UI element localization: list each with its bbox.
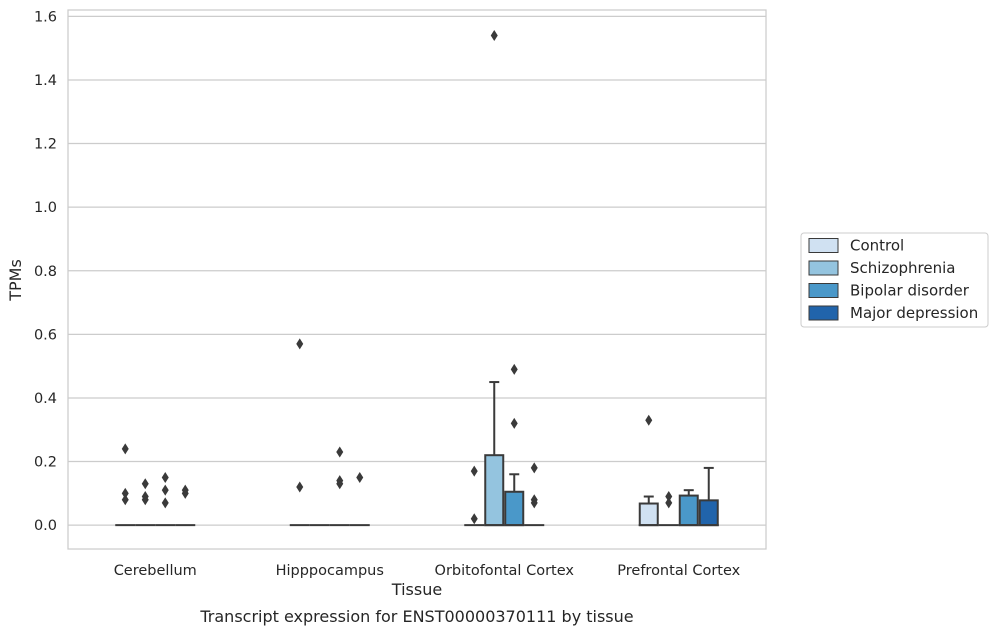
outlier-point	[336, 446, 344, 458]
box-1-2	[329, 446, 350, 527]
box-0-1	[135, 478, 156, 527]
outlier-point	[121, 487, 129, 499]
y-tick-label: 0.0	[34, 518, 57, 534]
legend-swatch	[808, 238, 839, 253]
y-tick-label: 1.6	[34, 9, 57, 25]
x-tick-label: Hipppocampus	[276, 563, 384, 579]
outlier-point	[490, 29, 498, 41]
box-3-1	[658, 491, 679, 527]
outlier-point	[645, 414, 653, 426]
box-series	[115, 29, 719, 527]
outlier-point	[510, 417, 518, 429]
x-tick-label: Cerebellum	[114, 563, 197, 579]
box-body	[638, 502, 659, 527]
outlier-point	[161, 471, 169, 483]
outlier-point	[296, 481, 304, 493]
outlier-point	[141, 478, 149, 490]
outlier-point	[665, 497, 673, 509]
outlier-point	[356, 471, 364, 483]
y-tick-label: 1.2	[34, 137, 57, 153]
x-tick-label: Orbitofontal Cortex	[435, 563, 575, 579]
outlier-point	[181, 484, 189, 496]
legend: Control Schizophrenia Bipolar disorder Majo…	[800, 232, 989, 328]
legend-swatch	[808, 260, 839, 276]
x-axis-label: Tissue	[391, 580, 442, 599]
legend-swatch	[808, 283, 839, 298]
outlier-point	[470, 465, 478, 477]
y-tick-label: 0.8	[34, 264, 57, 280]
legend-frame	[800, 232, 989, 328]
outlier-point	[530, 494, 538, 506]
y-axis-ticks: 0.0 0.2 0.4 0.6 0.8 1.0 1.2 1.4 1.6	[34, 9, 57, 534]
box-0-0	[115, 443, 136, 527]
outlier-point	[665, 491, 673, 503]
box-body	[678, 494, 699, 527]
box-2-0	[464, 465, 485, 527]
y-tick-label: 0.2	[34, 455, 57, 471]
chart-caption: Transcript expression for ENST0000037011…	[199, 607, 633, 626]
y-tick-label: 0.4	[34, 391, 57, 407]
box-3-3	[698, 466, 719, 527]
outlier-point	[161, 484, 169, 496]
x-axis-ticks: Cerebellum Hipppocampus Orbitofontal Corte…	[114, 563, 741, 579]
y-tick-label: 1.4	[34, 73, 57, 89]
box-2-2	[504, 363, 525, 527]
outlier-point	[121, 443, 129, 455]
plot-area-frame	[67, 9, 767, 550]
outlier-point	[296, 338, 304, 350]
box-body	[504, 490, 525, 527]
box-3-0	[638, 414, 659, 527]
outlier-point	[121, 494, 129, 506]
box-2-1	[484, 29, 505, 527]
box-2-3	[524, 462, 545, 527]
box-body	[484, 454, 505, 527]
x-tick-label: Prefrontal Cortex	[617, 563, 740, 579]
box-1-3	[349, 471, 370, 527]
y-axis-label: TPMs	[6, 259, 25, 302]
legend-label: Bipolar disorder	[850, 282, 970, 300]
outlier-point	[470, 513, 478, 525]
box-1-0	[289, 338, 310, 527]
legend-label: Major depression	[850, 304, 978, 322]
box-0-3	[175, 484, 196, 527]
legend-swatch	[808, 305, 839, 321]
box-3-2	[678, 489, 699, 527]
outlier-point	[161, 497, 169, 509]
y-tick-label: 0.6	[34, 327, 57, 343]
grid-lines	[68, 15, 766, 526]
outlier-point	[336, 475, 344, 487]
legend-label: Schizophrenia	[850, 259, 955, 277]
y-tick-label: 1.0	[34, 200, 57, 216]
outlier-point	[530, 462, 538, 474]
outlier-point	[141, 491, 149, 503]
legend-label: Control	[850, 237, 904, 255]
box-0-2	[155, 471, 176, 527]
box-body	[698, 499, 719, 527]
outlier-point	[510, 363, 518, 375]
